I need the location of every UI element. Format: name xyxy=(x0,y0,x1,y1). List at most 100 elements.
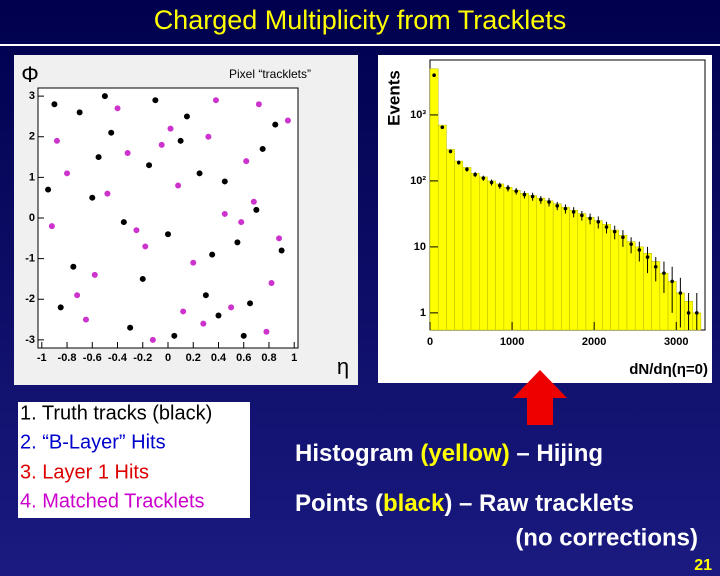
bar xyxy=(593,220,603,331)
point xyxy=(64,170,71,177)
point xyxy=(196,170,203,177)
bar xyxy=(552,203,562,331)
bar xyxy=(618,235,628,331)
point xyxy=(456,160,461,165)
point xyxy=(114,105,121,112)
x-axis-label: dN/dη(η=0) xyxy=(629,361,708,378)
point xyxy=(530,194,535,199)
point xyxy=(177,137,184,144)
page-number: 21 xyxy=(694,557,712,574)
note-text: black xyxy=(383,490,445,517)
x-tick-label: 0.8 xyxy=(261,352,276,364)
bar xyxy=(610,229,620,331)
point xyxy=(539,197,543,202)
y-tick-label: -2 xyxy=(25,293,35,305)
point xyxy=(120,219,127,226)
point xyxy=(448,149,453,154)
point xyxy=(489,180,494,185)
bar xyxy=(454,160,464,331)
bar xyxy=(446,149,455,331)
point xyxy=(82,316,89,323)
arrow xyxy=(513,370,567,425)
note-text: ) – Raw tracklets xyxy=(444,490,633,517)
point xyxy=(101,93,108,100)
bar xyxy=(429,68,439,331)
y-tick-label: 3 xyxy=(29,90,35,102)
point xyxy=(146,162,153,169)
bar xyxy=(520,193,529,331)
bar xyxy=(569,209,579,331)
point xyxy=(621,235,625,240)
note-text: (yellow) xyxy=(420,440,509,467)
point xyxy=(272,121,279,128)
point xyxy=(588,216,592,221)
note: (no corrections) xyxy=(515,524,698,551)
list-item: 1. Truth tracks (black) xyxy=(20,402,212,424)
point xyxy=(250,198,257,205)
point xyxy=(662,271,666,275)
point xyxy=(686,311,691,315)
note: Histogram (yellow) – Hijing xyxy=(295,440,603,467)
point xyxy=(571,210,576,214)
point xyxy=(234,239,241,246)
point xyxy=(183,113,190,120)
point xyxy=(48,223,55,230)
note-text: – Hijing xyxy=(510,440,603,467)
point xyxy=(522,192,527,197)
y-tick-label: 10² xyxy=(410,175,426,187)
point xyxy=(629,242,633,246)
y-tick-label: -3 xyxy=(25,334,35,346)
point xyxy=(555,203,560,208)
bar xyxy=(470,173,480,331)
x-tick-label: 1000 xyxy=(500,336,524,348)
point xyxy=(175,182,182,189)
bar xyxy=(561,206,570,331)
point xyxy=(473,172,477,177)
point xyxy=(57,304,64,311)
y-tick-label: 0 xyxy=(29,212,35,224)
bar xyxy=(503,187,513,331)
point xyxy=(547,200,551,204)
point xyxy=(149,336,156,343)
y-axis-label: Events xyxy=(384,70,403,126)
point xyxy=(240,332,247,339)
point xyxy=(95,154,102,161)
point xyxy=(127,324,134,331)
point xyxy=(76,109,83,116)
point xyxy=(51,101,58,108)
point xyxy=(202,292,209,299)
point xyxy=(74,292,81,299)
point xyxy=(263,328,270,335)
bar xyxy=(487,180,496,331)
note-text: Histogram xyxy=(295,440,420,467)
point xyxy=(247,300,254,307)
point xyxy=(596,220,601,224)
point xyxy=(497,183,502,188)
bar xyxy=(544,200,554,331)
point xyxy=(637,248,642,252)
y-tick-label: -1 xyxy=(25,253,35,265)
list-item: 2. “B-Layer” Hits xyxy=(20,431,166,453)
point xyxy=(514,189,518,193)
point xyxy=(506,186,510,190)
point xyxy=(165,231,171,238)
point xyxy=(180,308,187,315)
x-axis-label: η xyxy=(337,354,349,379)
x-tick-label: -0.2 xyxy=(133,352,152,364)
x-tick-label: 0.4 xyxy=(211,352,227,364)
point xyxy=(205,133,212,140)
bar xyxy=(437,124,447,331)
point xyxy=(481,176,486,180)
point xyxy=(104,190,111,197)
point xyxy=(465,167,469,172)
point xyxy=(212,97,219,104)
x-tick-label: -0.8 xyxy=(58,352,77,364)
point xyxy=(670,279,674,284)
point xyxy=(653,264,658,269)
point xyxy=(238,219,245,226)
x-tick-label: 2000 xyxy=(582,336,606,348)
bar xyxy=(462,167,472,331)
point xyxy=(645,255,650,259)
point xyxy=(255,101,262,108)
bar xyxy=(536,197,546,331)
